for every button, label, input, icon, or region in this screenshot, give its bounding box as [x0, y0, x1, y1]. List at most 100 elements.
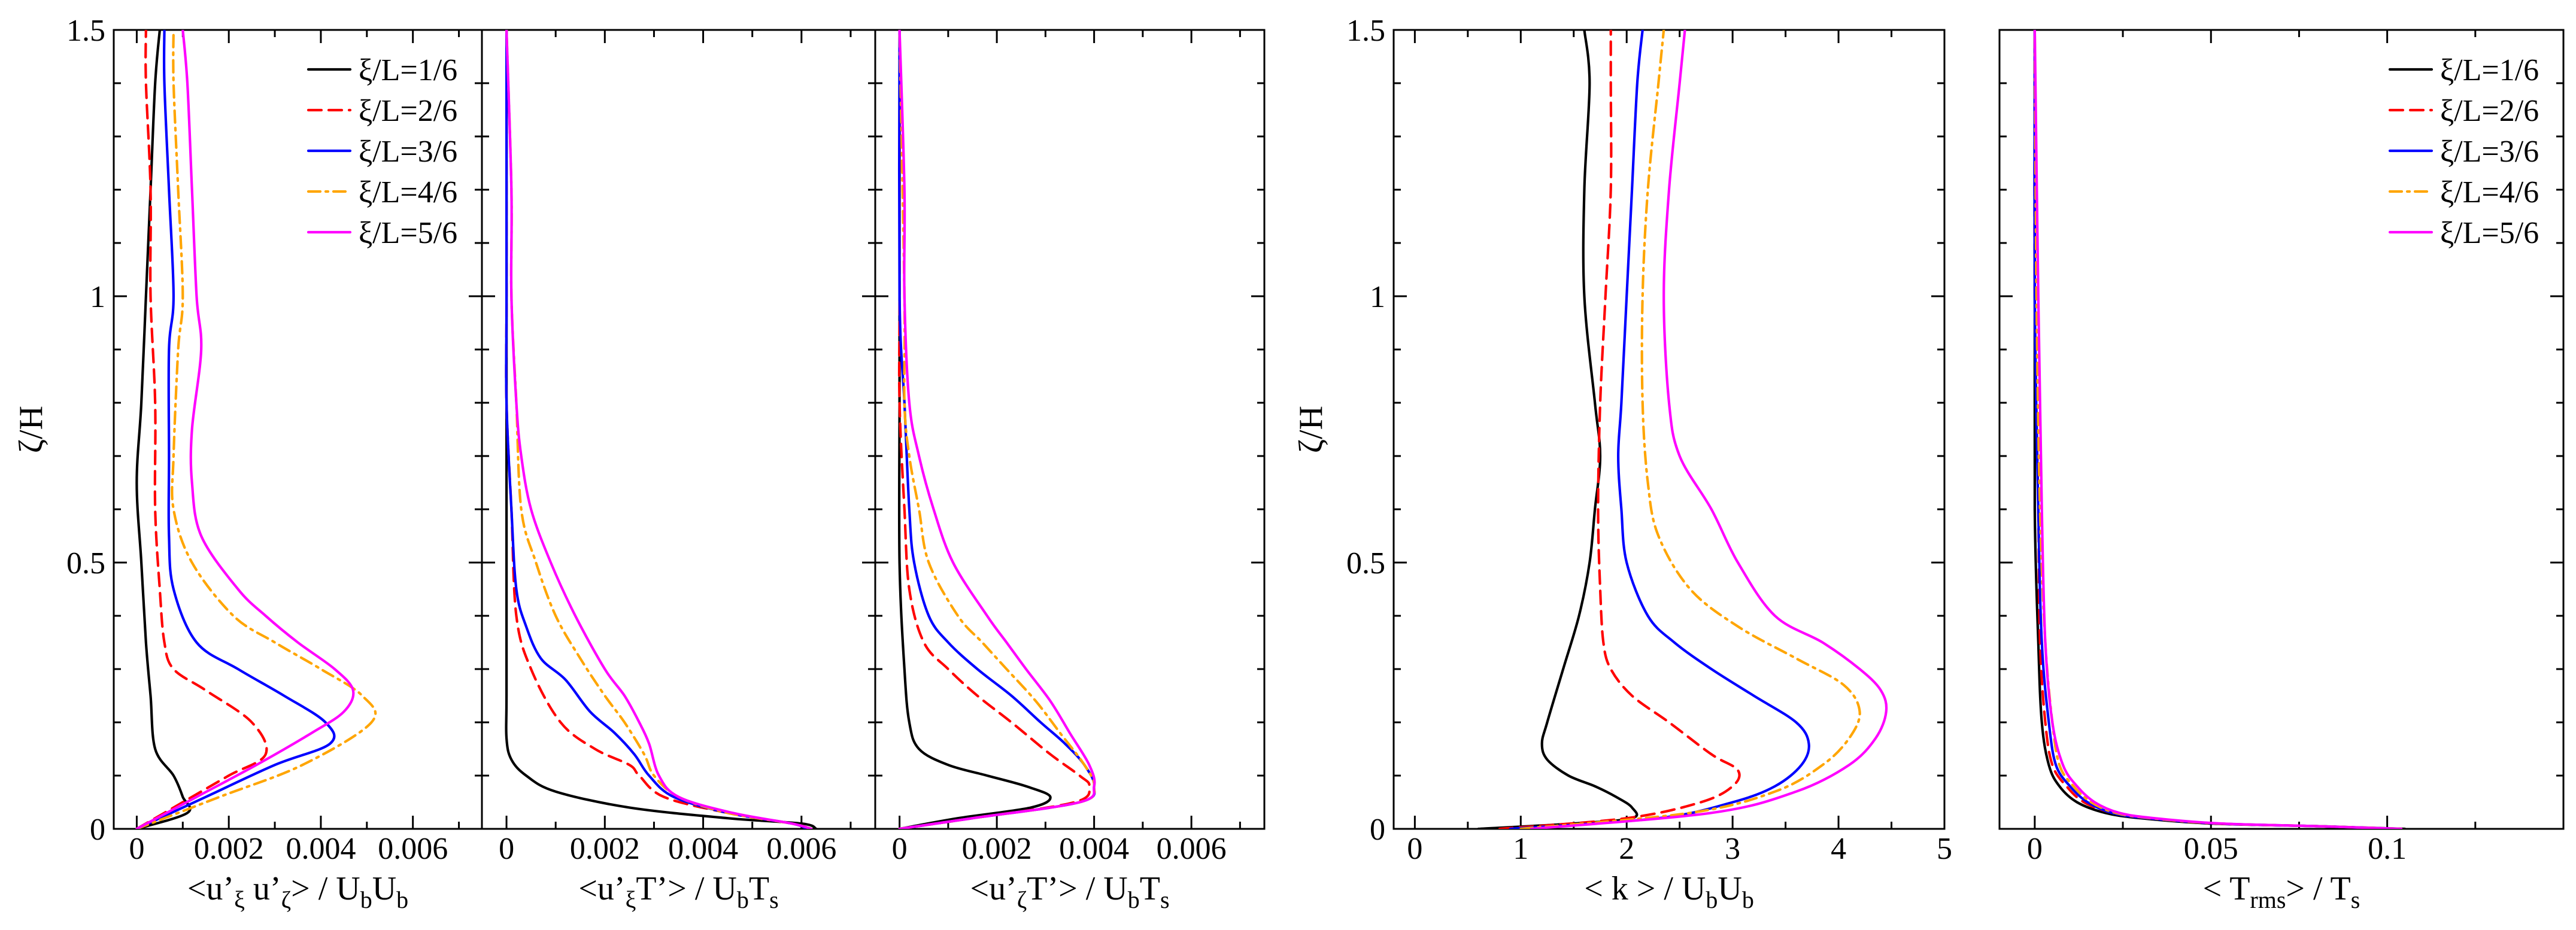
x-tick-label: 0.006 [378, 832, 448, 866]
x-axis-title-part: ζ [281, 886, 292, 913]
legend-label: ξ/L=1/6 [359, 53, 457, 87]
x-axis-title-part: T [749, 870, 769, 907]
x-axis-title-part: > / U [291, 870, 360, 907]
y-tick-label: 0.5 [66, 546, 105, 581]
series-line-2 [135, 30, 268, 829]
series-line-3 [1509, 30, 1810, 829]
x-axis-title-part: b [360, 886, 372, 913]
x-axis-title-part: T’> / U [636, 870, 736, 907]
y-tick-label: 1 [90, 280, 105, 314]
x-axis-title-part: <u’ [187, 870, 234, 907]
plot-frame-trms [1998, 29, 2565, 830]
legend-label: ξ/L=1/6 [2440, 53, 2539, 87]
x-axis-title-part: < k > / U [1584, 870, 1706, 907]
x-tick-label: 0 [499, 832, 514, 866]
x-axis-title-part: rms [2250, 886, 2286, 913]
x-tick-label: 2 [1619, 832, 1634, 866]
x-tick-label: 5 [1937, 832, 1952, 866]
series-group [1477, 30, 1888, 829]
x-axis-title-part: < T [2203, 870, 2250, 907]
legend-label: ξ/L=3/6 [359, 135, 457, 169]
x-tick-label: 0 [892, 832, 908, 866]
legend: ξ/L=1/6 ξ/L=2/6 ξ/L=3/6 ξ/L=4/6 ξ/L=5/6 [307, 53, 457, 250]
series-line-5 [2033, 30, 2403, 829]
x-tick-label: 3 [1725, 832, 1740, 866]
x-tick-label: 0 [129, 832, 144, 866]
x-axis-title-part: U [1718, 870, 1741, 907]
series-group [2033, 30, 2407, 829]
x-axis-title-part: s [1160, 886, 1170, 913]
x-axis-title-part: b [1742, 886, 1754, 913]
x-axis-title-part: s [2351, 886, 2360, 913]
x-tick-label: 1 [1513, 832, 1528, 866]
legend-label: ξ/L=4/6 [2440, 175, 2539, 209]
x-tick-label: 0.006 [766, 832, 836, 866]
y-axis-title: ζ/H [13, 406, 50, 453]
series-line-5 [898, 30, 1096, 829]
x-axis-title-part: b [396, 886, 408, 913]
x-tick-label: 4 [1831, 832, 1846, 866]
x-tick-label: 0.1 [2368, 832, 2407, 866]
y-tick-label: 1 [1370, 280, 1385, 314]
legend-label: ξ/L=2/6 [2440, 94, 2539, 128]
x-axis-title-part: T’> / U [1027, 870, 1127, 907]
x-tick-label: 0.002 [194, 832, 264, 866]
series-line-4 [135, 30, 377, 829]
legend: ξ/L=1/6 ξ/L=2/6 ξ/L=3/6 ξ/L=4/6 ξ/L=5/6 [2388, 53, 2539, 250]
series-line-5 [1530, 30, 1888, 829]
x-axis-title-part: b [1706, 886, 1718, 913]
x-axis-title: <u’ξT’> / UbTs [578, 870, 778, 913]
panel-wt: 0 0.002 0.004 0.006 <u’ζT’> / UbTs [874, 29, 1266, 913]
x-tick-label: 0.004 [1059, 832, 1129, 866]
x-tick-label: 0.002 [570, 832, 640, 866]
x-axis-title-part: s [769, 886, 779, 913]
series-group [505, 30, 818, 829]
y-tick-label: 0 [90, 813, 105, 847]
panel-trms: 0 0.05 0.1 < Trms> / Ts ξ/L=1/6 ξ/L=2/6 ξ/L=3/… [1998, 29, 2565, 913]
series-line-5 [135, 30, 355, 829]
x-axis-title-part: U [372, 870, 396, 907]
series-group [897, 30, 1096, 829]
panel-k: 0 1 2 3 4 500.511.5ζ/H< k > / UbUb [1292, 14, 1952, 913]
legend-label: ξ/L=4/6 [359, 175, 457, 209]
series-line-1 [1477, 30, 1639, 829]
x-axis-title-part: > / T [2286, 870, 2350, 907]
legend-label: ξ/L=5/6 [359, 216, 457, 250]
x-tick-label: 0.004 [286, 832, 356, 866]
y-tick-label: 1.5 [66, 14, 105, 48]
plot-frame-k [1392, 29, 1946, 830]
x-axis-title-part: <u’ [970, 870, 1017, 907]
x-axis-title-part: b [737, 886, 749, 913]
x-axis-title: <u’ζT’> / UbTs [970, 870, 1169, 913]
y-tick-label: 1.5 [1346, 14, 1385, 48]
x-axis-title-part: T [1140, 870, 1160, 907]
series-line-5 [505, 30, 813, 829]
series-line-2 [1498, 30, 1741, 829]
x-tick-label: 0.004 [668, 832, 738, 866]
x-tick-label: 0.002 [962, 832, 1032, 866]
x-axis-title-part: ξ [234, 886, 245, 913]
y-tick-label: 0 [1370, 813, 1385, 847]
x-axis-title-part: <u’ [578, 870, 625, 907]
series-line-4 [1519, 30, 1861, 829]
legend-label: ξ/L=2/6 [359, 94, 457, 128]
x-tick-label: 0.05 [2184, 832, 2238, 866]
legend-label: ξ/L=3/6 [2440, 135, 2539, 169]
panel-ut: 0 0.002 0.004 0.006 <u’ξT’> / UbTs [481, 29, 876, 913]
series-line-3 [135, 30, 336, 829]
plot-frame-wt [874, 29, 1266, 830]
y-axis-title: ζ/H [1292, 406, 1330, 453]
x-axis-title: <u’ξ u’ζ> / UbUb [187, 870, 408, 913]
x-axis-title-part: ζ [1017, 886, 1027, 913]
x-tick-label: 0 [2027, 832, 2043, 866]
legend-label: ξ/L=5/6 [2440, 216, 2539, 250]
x-tick-label: 0 [1407, 832, 1422, 866]
panel-uu: 0 0.002 0.004 0.006 0 0.5 1 1.5 ζ/H <u’ξ u’ζ> / U… [13, 14, 483, 913]
x-axis-title-part: ξ [626, 886, 636, 913]
x-axis-title: < k > / UbUb [1584, 870, 1754, 913]
panels: 0 0.002 0.004 0.006 0 0.5 1 1.5 ζ/H <u’ξ u’ζ> / U… [13, 14, 2565, 913]
x-tick-label: 0.006 [1157, 832, 1227, 866]
series-line-3 [505, 30, 808, 829]
